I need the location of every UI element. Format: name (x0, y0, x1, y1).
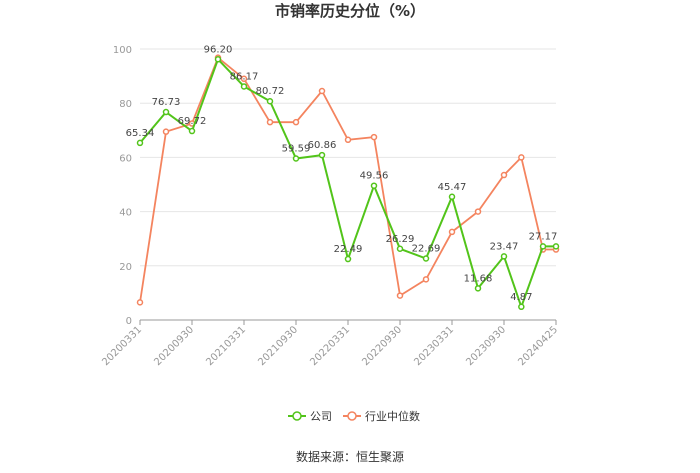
data-point (396, 245, 404, 253)
data-point (266, 118, 274, 126)
data-point (370, 133, 378, 141)
data-point (136, 139, 144, 147)
data-point (422, 276, 430, 283)
data-point (214, 56, 222, 63)
x-tick-label: 20240425 (516, 324, 560, 368)
data-point (448, 193, 456, 201)
data-label: 27.17 (529, 231, 558, 242)
x-tick-label: 20210331 (204, 324, 248, 368)
y-tick-label: 60 (119, 153, 132, 164)
legend[interactable]: 公司 行业中位数 (288, 409, 420, 423)
data-point (266, 97, 274, 105)
x-tick-label: 20200331 (100, 324, 144, 368)
data-point (318, 151, 326, 159)
data-point (292, 118, 300, 126)
y-tick-label: 40 (119, 208, 132, 219)
source-label: 数据来源：恒生聚源 (296, 449, 404, 464)
x-tick-label: 20220331 (308, 324, 352, 368)
y-tick-label: 20 (119, 262, 132, 273)
y-tick-label: 80 (119, 99, 132, 110)
data-point (318, 87, 326, 95)
x-tick-label: 20220930 (360, 324, 404, 368)
data-labels: 65.34 76.73 69.72 96.20 86.17 80.72 59.5960.86… (126, 44, 558, 303)
data-point (162, 108, 170, 116)
data-point (518, 303, 525, 311)
x-tick-label: 20210930 (256, 324, 300, 368)
data-label: 96.20 (204, 44, 233, 55)
data-label: 76.73 (152, 97, 181, 108)
data-point (552, 243, 560, 250)
x-tick-label: 20230930 (464, 324, 508, 368)
data-point (518, 154, 525, 161)
data-label: 59.59 (282, 144, 311, 155)
data-label: 69.72 (178, 116, 207, 127)
data-label: 22.69 (412, 244, 441, 255)
legend-label: 公司 (310, 410, 332, 423)
data-point (162, 128, 170, 135)
x-tick-label: 20200930 (152, 324, 196, 368)
data-label: 11.68 (464, 273, 493, 284)
data-point (344, 136, 352, 144)
data-point (188, 127, 196, 135)
data-point (474, 208, 482, 215)
data-label: 23.47 (490, 241, 519, 252)
y-axis: 0 20 40 60 80 100 (113, 45, 132, 327)
legend-item-1[interactable]: 行业中位数 (343, 409, 420, 423)
data-point (448, 228, 456, 236)
series-line (139, 57, 556, 310)
data-label: 26.29 (386, 234, 415, 245)
data-point (474, 285, 482, 292)
data-label: 86.17 (230, 71, 259, 82)
data-point (370, 182, 378, 189)
data-label: 60.86 (308, 140, 337, 151)
data-point (500, 253, 508, 260)
series-layer (136, 54, 560, 311)
data-label: 49.56 (360, 171, 389, 182)
data-label: 45.47 (438, 182, 467, 193)
x-axis: 20200331 20200930 20210331 20210930 20220331… (100, 320, 560, 368)
y-tick-label: 100 (113, 45, 132, 56)
data-point (292, 155, 300, 162)
legend-swatch-marker (347, 411, 357, 421)
data-point (240, 75, 248, 83)
data-point (344, 255, 352, 263)
data-point (136, 299, 144, 306)
data-point (500, 171, 508, 179)
data-point (396, 292, 404, 299)
data-label: 80.72 (256, 86, 285, 97)
x-tick-label: 20230331 (412, 324, 456, 368)
grid (140, 48, 556, 321)
chart-title: 市销率历史分位（%） (275, 2, 425, 20)
data-label: 65.34 (126, 128, 155, 139)
data-label: 22.49 (334, 244, 363, 255)
series-0 (136, 56, 560, 311)
legend-item-0[interactable]: 公司 (288, 410, 332, 423)
legend-swatch-marker (292, 411, 302, 421)
data-point (422, 255, 430, 262)
data-point (240, 83, 248, 90)
y-tick-label: 0 (126, 316, 132, 327)
data-point (539, 243, 547, 250)
legend-label: 行业中位数 (365, 409, 420, 423)
data-label: 4.87 (510, 292, 532, 303)
